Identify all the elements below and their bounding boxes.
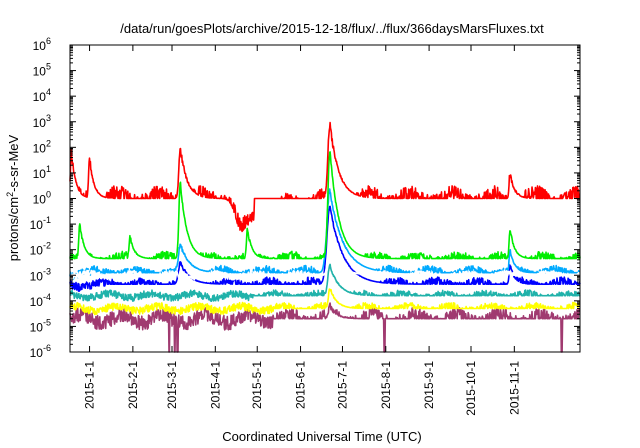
y-axis-label: protons/cm2-s-sr-MeV bbox=[5, 134, 21, 261]
y-tick-exponent: 4 bbox=[46, 87, 51, 97]
y-tick-label: 103 bbox=[33, 113, 51, 130]
y-axis-ticks: 10-610-510-410-310-210-11001011021031041… bbox=[30, 36, 580, 360]
y-tick-exponent: -1 bbox=[43, 215, 51, 225]
y-tick-label: 105 bbox=[33, 62, 51, 79]
y-tick-exponent: 1 bbox=[46, 164, 51, 174]
y-tick-label: 10-4 bbox=[30, 292, 51, 309]
y-tick-label: 104 bbox=[33, 87, 51, 104]
y-tick-exponent: 0 bbox=[46, 190, 51, 200]
y-tick-label: 10-1 bbox=[30, 215, 51, 232]
y-tick-exponent: -3 bbox=[43, 266, 51, 276]
y-axis-label-superscript: 2 bbox=[5, 192, 15, 197]
x-axis-ticks: 2015-1-1 2015-2-1 2015-3-1 2015-4-1 2015-5-1… bbox=[83, 45, 521, 416]
y-tick-base: 10 bbox=[33, 90, 47, 104]
x-tick-label: 2015-5-1 bbox=[250, 361, 264, 409]
flux-series-line-6 bbox=[69, 151, 581, 260]
y-tick-base: 10 bbox=[30, 320, 44, 334]
y-tick-base: 10 bbox=[33, 167, 47, 181]
y-tick-exponent: -2 bbox=[43, 241, 51, 251]
y-tick-label: 101 bbox=[33, 164, 51, 181]
chart-title: /data/run/goesPlots/archive/2015-12-18/f… bbox=[120, 21, 544, 36]
x-tick-label: 2015-2-1 bbox=[126, 361, 140, 409]
x-tick-label: 2015-6-1 bbox=[294, 361, 308, 409]
y-tick-label: 102 bbox=[33, 138, 51, 155]
y-tick-base: 10 bbox=[30, 269, 44, 283]
x-tick-label: 2015-4-1 bbox=[208, 361, 222, 409]
y-tick-base: 10 bbox=[33, 39, 47, 53]
y-axis-label-base: protons/cm bbox=[6, 197, 21, 261]
flux-series-line-1 bbox=[69, 288, 581, 316]
y-axis-label-rest: -s-sr-MeV bbox=[6, 134, 21, 191]
y-tick-exponent: 3 bbox=[46, 113, 51, 123]
flux-series-line-5 bbox=[69, 235, 581, 281]
y-tick-label: 106 bbox=[33, 36, 51, 53]
x-tick-label: 2015-1-1 bbox=[83, 361, 97, 409]
y-tick-label: 10-6 bbox=[30, 343, 51, 360]
y-tick-exponent: 6 bbox=[46, 36, 51, 46]
flux-series-line-3 bbox=[69, 205, 581, 292]
x-tick-label: 2015-8-1 bbox=[379, 361, 393, 409]
x-tick-label: 2015-10-1 bbox=[464, 361, 478, 416]
y-tick-label: 100 bbox=[33, 190, 51, 207]
y-tick-base: 10 bbox=[30, 218, 44, 232]
y-tick-base: 10 bbox=[30, 244, 44, 258]
y-tick-exponent: -5 bbox=[43, 317, 51, 327]
y-tick-base: 10 bbox=[30, 346, 44, 360]
y-tick-exponent: 2 bbox=[46, 138, 51, 148]
flux-series-line-7 bbox=[69, 121, 581, 233]
x-tick-label: 2015-9-1 bbox=[422, 361, 436, 409]
y-tick-exponent: -4 bbox=[43, 292, 51, 302]
x-tick-label: 2015-3-1 bbox=[165, 361, 179, 409]
flux-series-line-0 bbox=[69, 302, 581, 353]
flux-series-line-2 bbox=[69, 263, 581, 303]
y-tick-exponent: -6 bbox=[43, 343, 51, 353]
x-axis-label: Coordinated Universal Time (UTC) bbox=[222, 429, 421, 444]
y-tick-base: 10 bbox=[33, 193, 47, 207]
y-tick-base: 10 bbox=[33, 116, 47, 130]
series-layer bbox=[69, 121, 581, 353]
x-tick-label: 2015-11-1 bbox=[507, 361, 521, 415]
y-tick-label: 10-5 bbox=[30, 317, 51, 334]
y-tick-base: 10 bbox=[33, 141, 47, 155]
y-tick-label: 10-2 bbox=[30, 241, 51, 258]
y-tick-label: 10-3 bbox=[30, 266, 51, 283]
y-tick-base: 10 bbox=[30, 295, 44, 309]
x-tick-label: 2015-7-1 bbox=[335, 361, 349, 409]
y-tick-exponent: 5 bbox=[46, 62, 51, 72]
y-tick-base: 10 bbox=[33, 65, 47, 79]
